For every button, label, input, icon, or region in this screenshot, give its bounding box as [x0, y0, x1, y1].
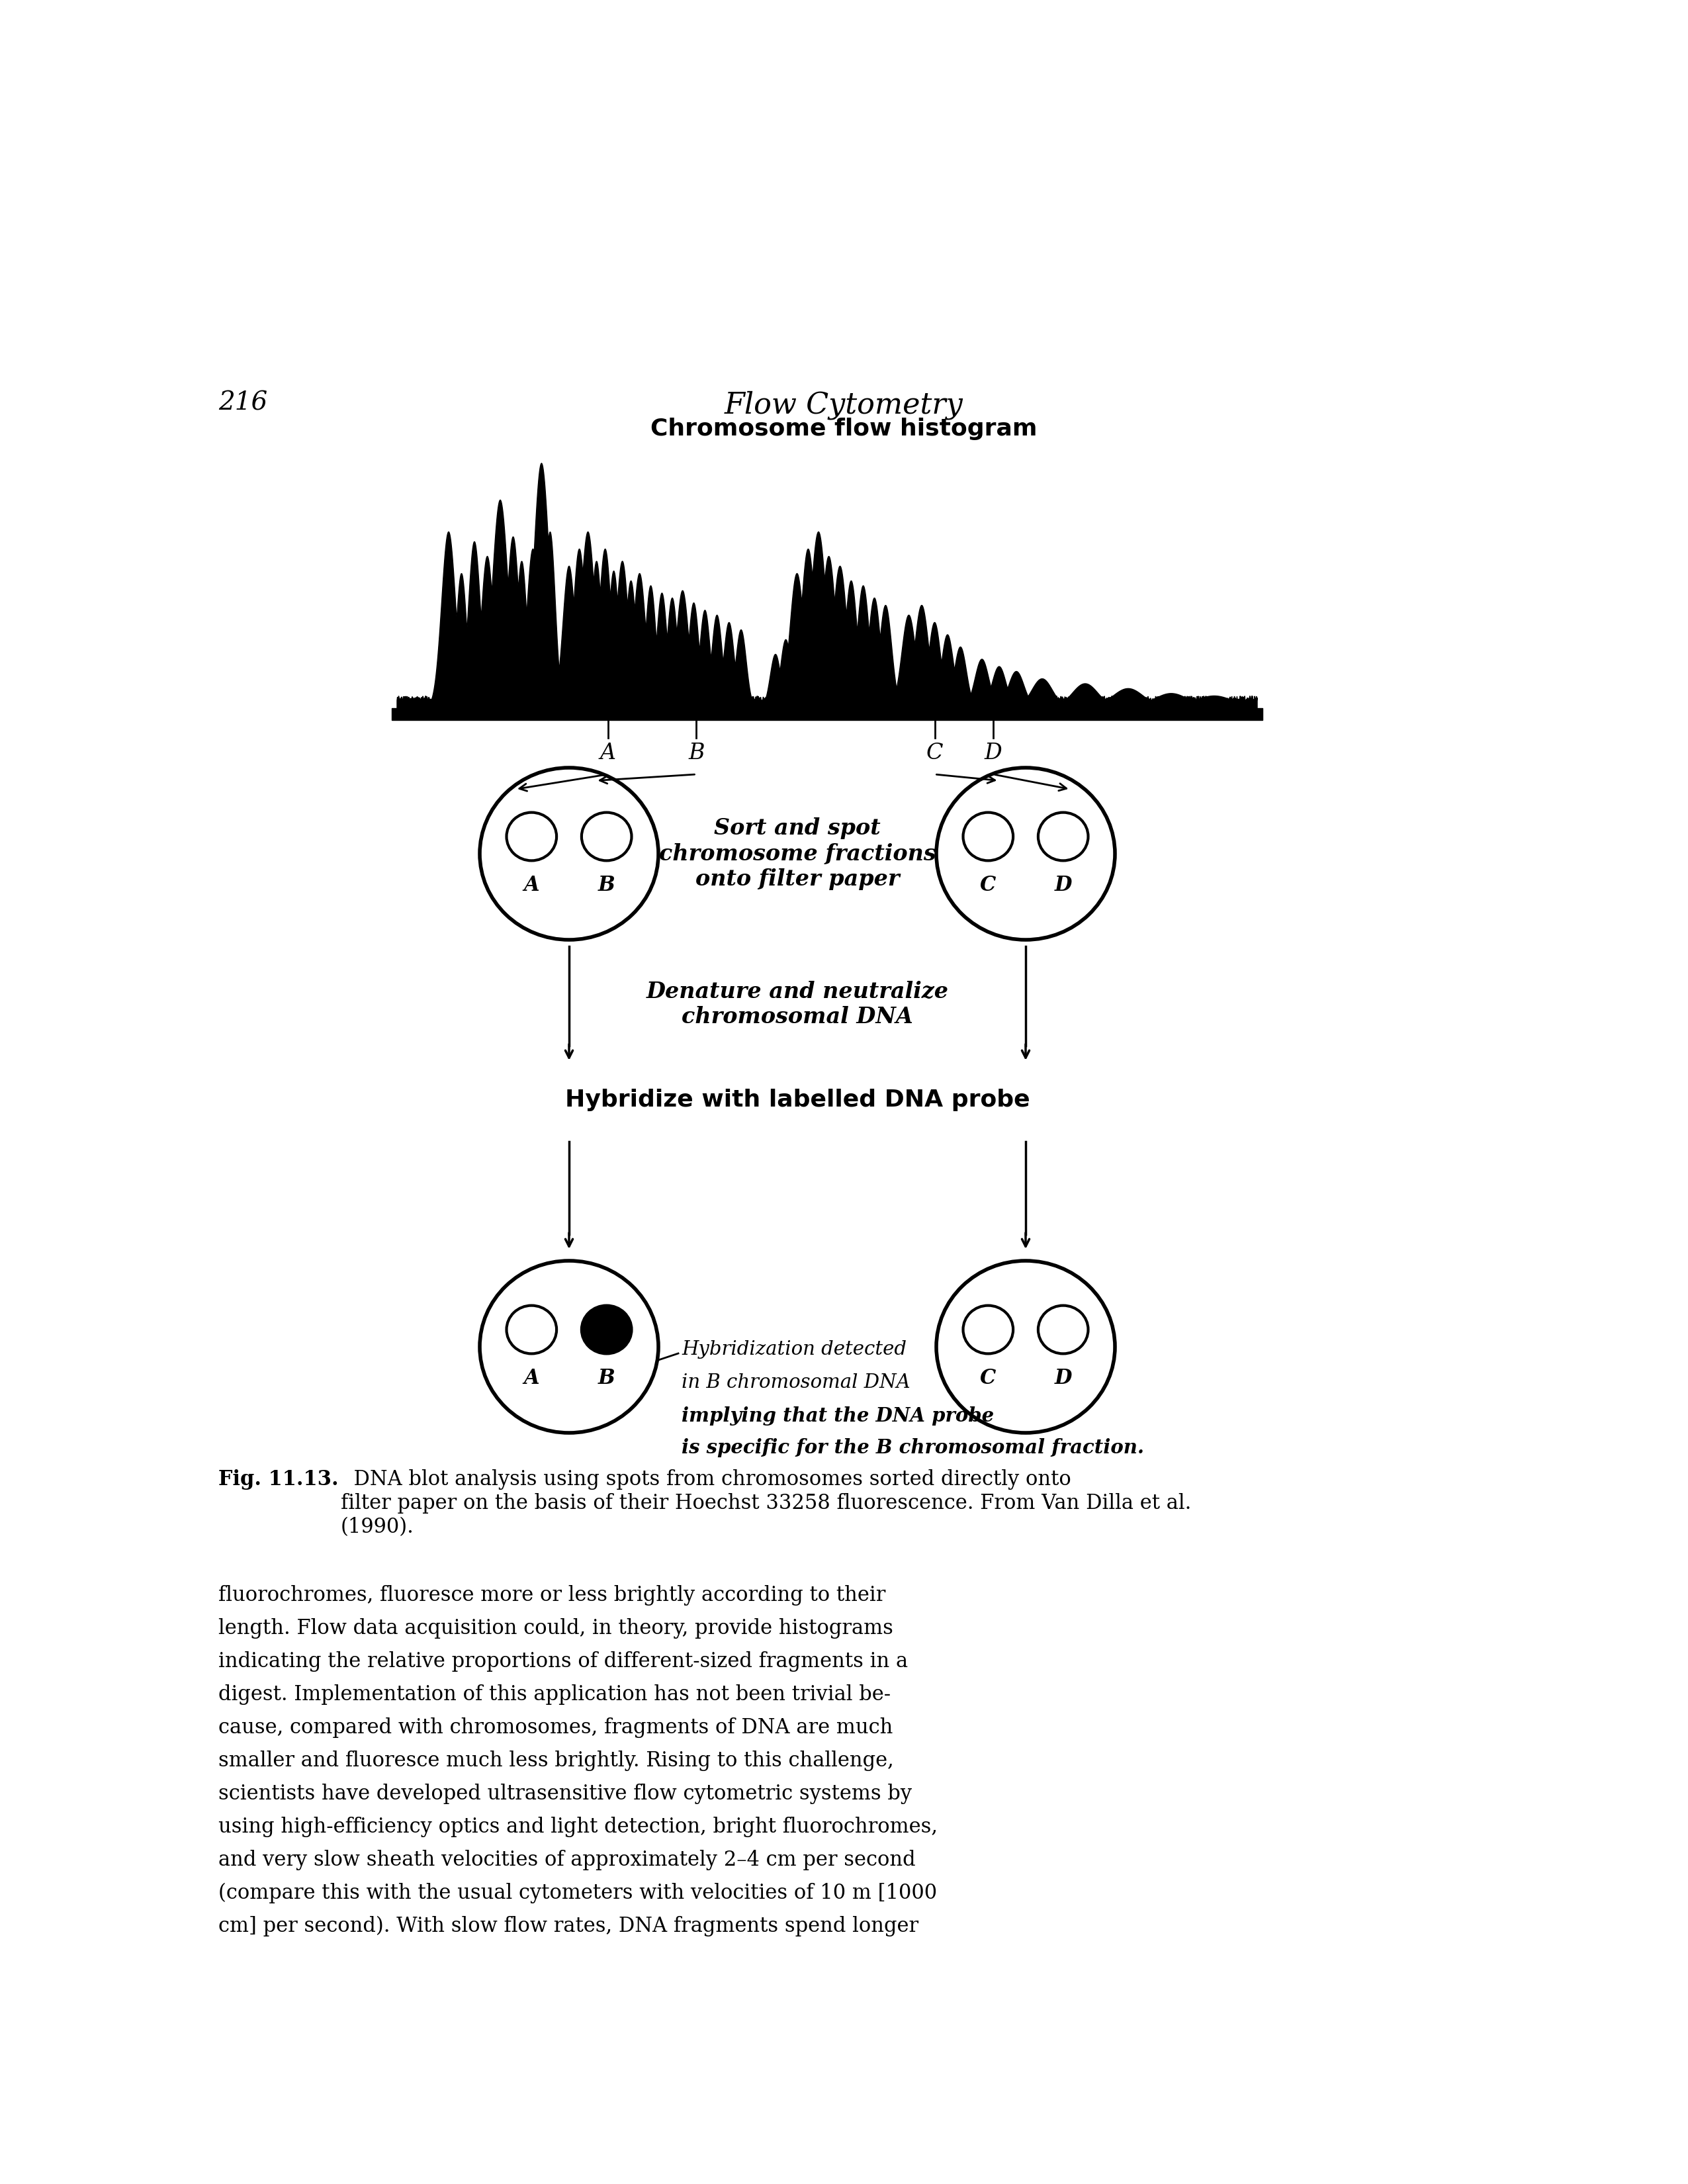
Polygon shape — [397, 463, 1258, 708]
Text: and very slow sheath velocities of approximately 2–4 cm per second: and very slow sheath velocities of appro… — [218, 1850, 915, 1870]
Text: Sort and spot
chromosome fractions
onto filter paper: Sort and spot chromosome fractions onto … — [658, 817, 935, 889]
Text: Denature and neutralize
chromosomal DNA: Denature and neutralize chromosomal DNA — [647, 981, 949, 1029]
Ellipse shape — [506, 812, 557, 860]
Text: cause, compared with chromosomes, fragments of DNA are much: cause, compared with chromosomes, fragme… — [218, 1717, 893, 1738]
Text: C: C — [981, 876, 996, 895]
Text: B: B — [598, 1367, 614, 1389]
Ellipse shape — [1038, 1306, 1089, 1354]
Text: A: A — [523, 876, 540, 895]
Text: Chromosome flow histogram: Chromosome flow histogram — [650, 417, 1036, 441]
Text: B: B — [689, 743, 704, 764]
Polygon shape — [392, 708, 1263, 721]
Text: Flow Cytometry: Flow Cytometry — [724, 391, 964, 419]
Text: DNA blot analysis using spots from chromosomes sorted directly onto
filter paper: DNA blot analysis using spots from chrom… — [341, 1470, 1192, 1538]
Text: scientists have developed ultrasensitive flow cytometric systems by: scientists have developed ultrasensitive… — [218, 1784, 912, 1804]
Text: B: B — [598, 876, 614, 895]
Text: digest. Implementation of this application has not been trivial be-: digest. Implementation of this applicati… — [218, 1684, 891, 1706]
Text: A: A — [599, 743, 616, 764]
Text: fluorochromes, fluoresce more or less brightly according to their: fluorochromes, fluoresce more or less br… — [218, 1586, 886, 1605]
Text: in B chromosomal DNA: in B chromosomal DNA — [682, 1374, 910, 1391]
Text: implying that the DNA probe: implying that the DNA probe — [682, 1406, 994, 1426]
Text: indicating the relative proportions of different-sized fragments in a: indicating the relative proportions of d… — [218, 1651, 908, 1671]
Text: smaller and fluoresce much less brightly. Rising to this challenge,: smaller and fluoresce much less brightly… — [218, 1752, 893, 1771]
Ellipse shape — [964, 1306, 1013, 1354]
Text: A: A — [523, 1367, 540, 1389]
Text: C: C — [981, 1367, 996, 1389]
Text: D: D — [1055, 1367, 1072, 1389]
Ellipse shape — [1038, 812, 1089, 860]
Text: is specific for the B chromosomal fraction.: is specific for the B chromosomal fracti… — [682, 1437, 1144, 1457]
Ellipse shape — [964, 812, 1013, 860]
Text: length. Flow data acquisition could, in theory, provide histograms: length. Flow data acquisition could, in … — [218, 1618, 893, 1638]
Text: D: D — [984, 743, 1003, 764]
Ellipse shape — [582, 1306, 631, 1354]
Text: C: C — [927, 743, 944, 764]
Text: using high-efficiency optics and light detection, bright fluorochromes,: using high-efficiency optics and light d… — [218, 1817, 937, 1837]
Ellipse shape — [582, 812, 631, 860]
Text: (compare this with the usual cytometers with velocities of 10 m [1000: (compare this with the usual cytometers … — [218, 1883, 937, 1904]
Text: cm] per second). With slow flow rates, DNA fragments spend longer: cm] per second). With slow flow rates, D… — [218, 1915, 918, 1937]
Text: 216: 216 — [218, 391, 267, 415]
Text: Hybridization detected: Hybridization detected — [682, 1341, 906, 1358]
Text: D: D — [1055, 876, 1072, 895]
Ellipse shape — [506, 1306, 557, 1354]
Text: Fig. 11.13.: Fig. 11.13. — [218, 1470, 339, 1489]
Text: Hybridize with labelled DNA probe: Hybridize with labelled DNA probe — [565, 1088, 1030, 1112]
